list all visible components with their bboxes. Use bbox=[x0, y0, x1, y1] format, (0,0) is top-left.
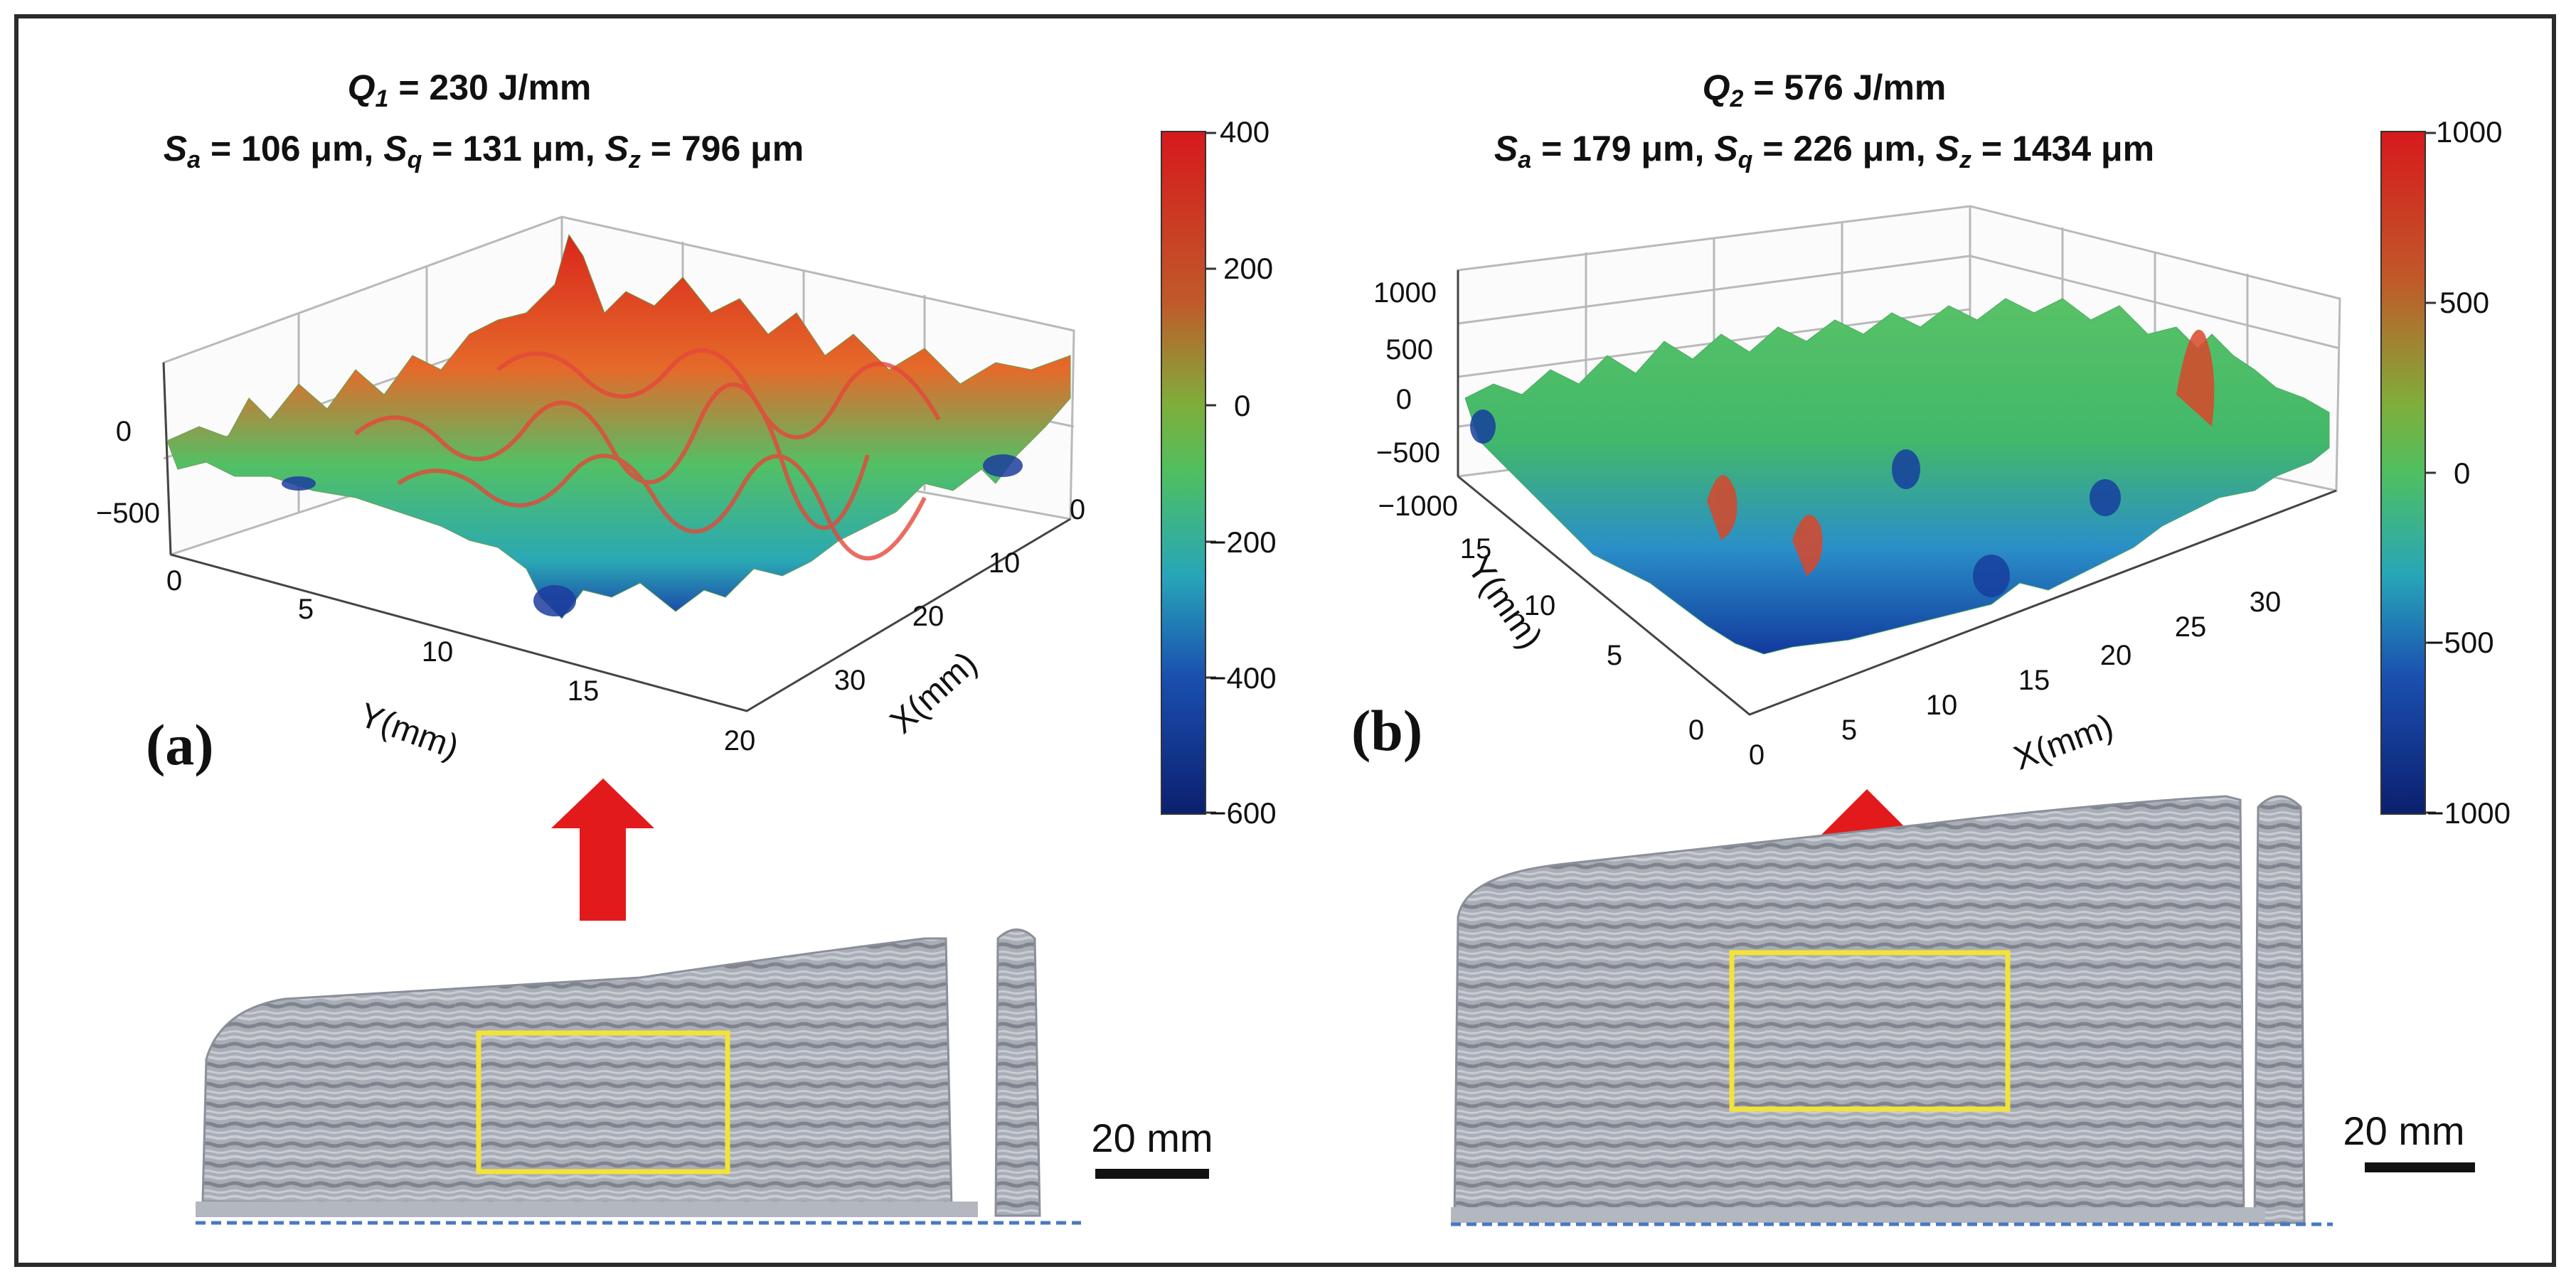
panel-b-x-tick: 15 bbox=[2018, 665, 2050, 696]
panel-a-red-arrow bbox=[551, 779, 654, 921]
panel-a-scale-bar-label: 20 mm bbox=[1091, 1116, 1213, 1160]
panel-a-colorbar bbox=[1161, 131, 1206, 815]
panel-a-y-tick: 0 bbox=[166, 565, 182, 596]
panel-b-z-tick: −500 bbox=[1376, 437, 1440, 469]
panel-b-y-tick: 15 bbox=[1460, 533, 1492, 565]
panel-a-y-tick: 10 bbox=[422, 636, 454, 668]
panel-b-x-tick: 25 bbox=[2175, 611, 2207, 643]
panel-b-surface-valleys bbox=[1470, 410, 2121, 597]
panel-a-printed-pillar bbox=[994, 929, 1041, 1217]
panel-b-colorbar-tick: 0 bbox=[2454, 456, 2470, 490]
panel-b-scale-bar-label: 20 mm bbox=[2343, 1108, 2464, 1153]
panel-b-printed-pillar bbox=[2253, 795, 2306, 1224]
panel-b-x-tick: 5 bbox=[1841, 715, 1857, 746]
panel-b-title-line2: Sa = 179 μm, Sq = 226 μm, Sz = 1434 μm bbox=[1494, 129, 2154, 173]
panel-b-colorbar-tick: −500 bbox=[2427, 626, 2494, 659]
panel-b-x-tick: 10 bbox=[1926, 690, 1958, 721]
panel-a-colorbar-tick: −200 bbox=[1209, 525, 1277, 559]
panel-a-colorbar-tick: 200 bbox=[1223, 252, 1273, 285]
panel-b-x-label: X(mm) bbox=[2009, 707, 2118, 778]
panel-b-x-tick: 0 bbox=[1749, 739, 1765, 771]
panel-a-y-tick: 15 bbox=[568, 675, 600, 707]
panel-b-x-tick: 20 bbox=[2100, 640, 2132, 671]
panel-b-baseplate bbox=[1451, 1207, 2265, 1223]
panel-b-x-tick: 30 bbox=[2250, 587, 2282, 618]
panel-a-highlight-box bbox=[476, 1030, 730, 1175]
panel-b-y-tick: 0 bbox=[1688, 715, 1704, 746]
panel-b-printed-wall bbox=[1453, 795, 2245, 1221]
panel-b-colorbar-tick: −1000 bbox=[2427, 796, 2511, 830]
panel-b-z-tick: 1000 bbox=[1373, 277, 1437, 309]
panel-b-title-line1: Q2 = 576 J/mm bbox=[1703, 68, 1947, 112]
panel-a-baseplate bbox=[196, 1202, 978, 1217]
panel-a-surface-valleys bbox=[282, 454, 1023, 616]
panel-b-y-tick: 5 bbox=[1607, 640, 1622, 671]
panel-a-x-label: X(mm) bbox=[883, 645, 984, 742]
panel-a-scale-bar bbox=[1095, 1169, 1209, 1179]
panel-a-label: (a) bbox=[146, 712, 214, 777]
figure-frame bbox=[14, 14, 2556, 1267]
panel-a-colorbar-tick: 0 bbox=[1234, 389, 1250, 422]
panel-a-colorbar-tick: −600 bbox=[1209, 796, 1277, 830]
panel-b-z-tick: 500 bbox=[1385, 334, 1433, 365]
panel-a-printed-wall bbox=[201, 937, 953, 1210]
panel-a: Q1 = 230 J/mm Sa = 106 μm, Sq = 131 μm, … bbox=[96, 68, 1277, 1225]
panel-b: Q2 = 576 J/mm Sa = 179 μm, Sq = 226 μm, … bbox=[1351, 68, 2511, 1226]
panel-b-z-tick: 0 bbox=[1396, 384, 1412, 415]
panel-a-colorbar-tick: 400 bbox=[1220, 115, 1270, 149]
panel-b-label: (b) bbox=[1351, 698, 1422, 763]
panel-b-colorbar-tick: 500 bbox=[2439, 286, 2489, 319]
panel-a-y-label: Y(mm) bbox=[354, 696, 463, 766]
panel-a-colorbar-tick: −400 bbox=[1209, 661, 1277, 695]
panel-a-x-tick: 0 bbox=[1070, 494, 1085, 525]
panel-b-colorbar-ticks bbox=[2425, 132, 2436, 814]
panel-a-colorbar-ticks bbox=[1205, 132, 1216, 814]
panel-a-x-tick: 30 bbox=[834, 665, 866, 696]
panel-a-title-line1: Q1 = 230 J/mm bbox=[348, 68, 592, 112]
panel-b-colorbar bbox=[2380, 131, 2426, 815]
panel-a-z-tick: −500 bbox=[96, 498, 160, 529]
panel-b-highlight-box bbox=[1729, 950, 2011, 1112]
panel-b-surface-peaks bbox=[1707, 329, 2215, 576]
panel-a-title-line2: Sa = 106 μm, Sq = 131 μm, Sz = 796 μm bbox=[164, 129, 804, 173]
panel-a-surface-ridges bbox=[354, 348, 941, 561]
panel-a-y-tick: 5 bbox=[298, 594, 314, 625]
panel-a-y-tick: 20 bbox=[724, 725, 756, 756]
panel-a-z-tick: 0 bbox=[116, 416, 132, 447]
panel-b-scale-bar bbox=[2365, 1162, 2475, 1172]
panel-a-x-tick: 20 bbox=[912, 601, 944, 632]
panel-b-colorbar-tick: 1000 bbox=[2436, 115, 2502, 149]
panel-b-z-tick: −1000 bbox=[1378, 491, 1458, 522]
panel-b-y-tick: 10 bbox=[1524, 590, 1556, 621]
panel-a-x-tick: 10 bbox=[989, 547, 1021, 579]
panel-a-surface bbox=[166, 233, 1071, 619]
